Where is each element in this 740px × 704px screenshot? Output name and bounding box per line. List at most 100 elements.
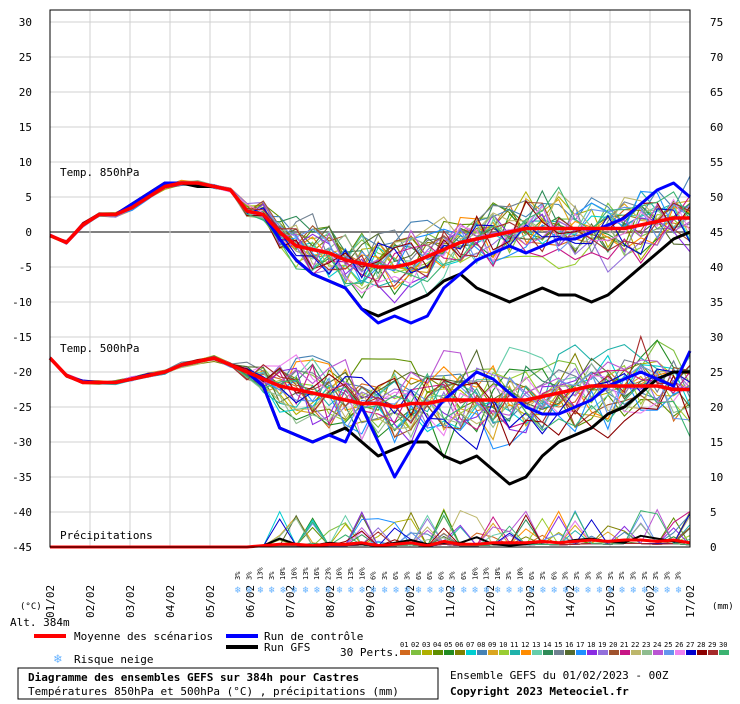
precip-section-label: Précipitations	[60, 529, 153, 542]
pert-color-swatch	[488, 650, 498, 655]
snow-risk-label: 3%	[449, 571, 457, 580]
snowflake-icon: ❄	[563, 585, 570, 596]
y-right-tick-label: 65	[710, 86, 723, 99]
snowflake-icon: ❄	[53, 652, 62, 667]
snow-risk-label: 6%	[550, 571, 558, 580]
altitude-label: Alt. 384m	[10, 616, 70, 629]
snowflake-icon: ❄	[348, 585, 355, 596]
pert-color-swatch	[532, 650, 542, 655]
x-tick-label: 02/02	[84, 585, 97, 618]
snowflake-icon: ❄	[438, 585, 445, 596]
x-tick-label: 07/02	[284, 585, 297, 618]
snowflake-icon: ❄	[337, 585, 344, 596]
snowflake-icon: ❄	[574, 585, 581, 596]
snowflake-icon: ❄	[619, 585, 626, 596]
snowflake-icon: ❄	[371, 585, 378, 596]
pert-number-label: 02	[411, 641, 419, 649]
snow-risk-label: 13%	[257, 567, 265, 580]
pert-number-label: 19	[598, 641, 606, 649]
pert-color-swatch	[477, 650, 487, 655]
snow-risk-label: 3%	[573, 571, 581, 580]
pert-color-swatch	[697, 650, 707, 655]
snow-risk-label: 13%	[347, 567, 355, 580]
pert-color-swatch	[400, 650, 410, 655]
y-left-tick-label: -30	[12, 436, 32, 449]
pert-color-swatch	[631, 650, 641, 655]
snow-risk-label: 6%	[392, 571, 400, 580]
y-left-tick-label: 25	[19, 51, 32, 64]
pert-color-swatch	[554, 650, 564, 655]
snow-risk-label: 10%	[517, 567, 525, 580]
legend-gfs-label: Run GFS	[264, 641, 310, 654]
legend-snow-label: Risque neige	[74, 653, 153, 666]
pert-color-swatch	[653, 650, 663, 655]
pert-number-label: 10	[499, 641, 507, 649]
pert-number-label: 16	[565, 641, 573, 649]
snow-risk-label: 6%	[460, 571, 468, 580]
y-left-tick-label: 30	[19, 16, 32, 29]
x-tick-label: 01/02	[44, 585, 57, 618]
chart-subtitle: Températures 850hPa et 500hPa (°C) , pré…	[28, 685, 399, 698]
pert-number-label: 24	[653, 641, 661, 649]
pert-number-label: 29	[708, 641, 716, 649]
snowflake-icon: ❄	[303, 585, 310, 596]
pert-number-label: 18	[587, 641, 595, 649]
snowflake-icon: ❄	[518, 585, 525, 596]
pert-number-label: 06	[455, 641, 463, 649]
y-left-tick-label: 15	[19, 121, 32, 134]
snow-risk-label: 3%	[584, 571, 592, 580]
snow-risk-label: 3%	[675, 571, 683, 580]
pert-color-swatch	[675, 650, 685, 655]
pert-number-label: 15	[554, 641, 562, 649]
legend: Moyenne des scénarios Run de contrôle Ru…	[34, 630, 729, 667]
snow-risk-label: 6%	[437, 571, 445, 580]
pert-color-swatch	[499, 650, 509, 655]
control-t850-line	[49, 181, 691, 325]
y-left-tick-label: 0	[25, 226, 32, 239]
y-right-tick-label: 0	[710, 541, 717, 554]
snow-risk-label: 3%	[562, 571, 570, 580]
x-tick-label: 04/02	[164, 585, 177, 618]
snowflake-icon: ❄	[597, 585, 604, 596]
y-right-tick-label: 20	[710, 401, 723, 414]
x-tick-label: 12/02	[484, 585, 497, 618]
snowflake-icon: ❄	[269, 585, 276, 596]
snow-risk-label: 6%	[370, 571, 378, 580]
snow-risk-label: 10%	[279, 567, 287, 580]
snowflake-icon: ❄	[246, 585, 253, 596]
snow-risk-label: 3%	[539, 571, 547, 580]
plot-frame	[49, 9, 691, 548]
unit-left-label: (°C)	[20, 602, 42, 612]
pert-color-swatch	[576, 650, 586, 655]
snowflake-icon: ❄	[642, 585, 649, 596]
pert-number-label: 17	[576, 641, 584, 649]
unit-right-label: (mm)	[712, 602, 734, 612]
y-right-tick-label: 25	[710, 366, 723, 379]
snow-risk-label: 16%	[471, 567, 479, 580]
pert-color-swatch	[411, 650, 421, 655]
snow-risk-label: 13%	[483, 567, 491, 580]
pert-number-label: 22	[631, 641, 639, 649]
snowflake-icon: ❄	[540, 585, 547, 596]
snowflake-icon: ❄	[664, 585, 671, 596]
chart-title: Diagramme des ensembles GEFS sur 384h po…	[28, 671, 359, 684]
pert-color-swatch	[620, 650, 630, 655]
snow-risk-label: 13%	[302, 567, 310, 580]
run-info: Ensemble GEFS du 01/02/2023 - 00Z	[450, 669, 669, 682]
snow-risk-label: 16%	[291, 567, 299, 580]
pert-number-label: 11	[510, 641, 518, 649]
y-left-tick-label: -5	[19, 261, 32, 274]
t500-section-label: Temp. 500hPa	[60, 342, 139, 355]
pert-color-swatch	[565, 650, 575, 655]
x-tick-label: 05/02	[204, 585, 217, 618]
pert-color-swatch	[510, 650, 520, 655]
pert-number-label: 08	[477, 641, 485, 649]
pert-color-swatch	[664, 650, 674, 655]
x-tick-label: 16/02	[644, 585, 657, 618]
x-tick-label: 06/02	[244, 585, 257, 618]
pert-color-swatch	[422, 650, 432, 655]
pert-color-swatch	[609, 650, 619, 655]
y-left-tick-label: -25	[12, 401, 32, 414]
y-right-tick-label: 60	[710, 121, 723, 134]
